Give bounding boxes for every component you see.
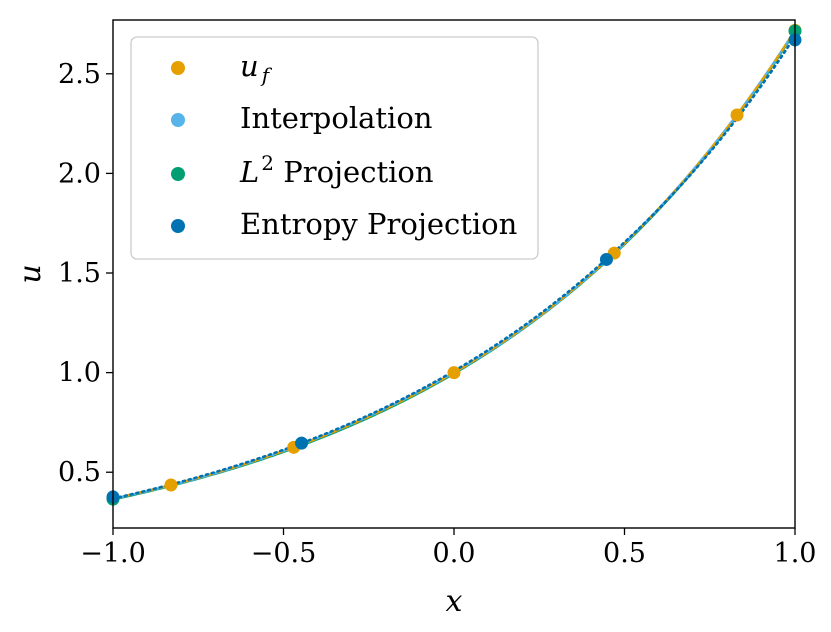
y-axis-ticks: 0.5 1.0 1.5 2.0 2.5 [58,59,113,488]
x-tick-label: −0.5 [251,538,317,569]
x-axis-ticks: −1.0 −0.5 0.0 0.5 1.0 [80,528,816,569]
legend-label-interpolation: Interpolation [240,101,432,135]
x-tick-label: 0.5 [603,538,646,569]
y-tick-label: 1.0 [58,358,101,389]
y-tick-label: 1.5 [58,258,101,289]
x-tick-label: 1.0 [774,538,817,569]
y-tick-label: 0.5 [58,457,101,488]
legend-marker-l2-projection [171,167,185,181]
x-tick-label: 0.0 [433,538,476,569]
legend-marker-uf [171,61,185,75]
data-point-u-f [164,478,178,492]
legend-marker-interpolation [171,113,185,127]
x-tick-label: −1.0 [80,538,146,569]
y-axis-label: u [13,264,48,283]
legend-box [130,36,539,260]
y-tick-label: 2.0 [58,158,101,189]
data-point-entropy-projection [295,436,309,450]
legend-label-entropy-projection: Entropy Projection [240,207,517,241]
x-axis-label: x [446,584,463,619]
data-point-entropy-projection [599,252,613,266]
y-tick-label: 2.5 [58,59,101,90]
data-point-u-f [447,366,461,380]
data-point-u-f [730,108,744,122]
legend-marker-entropy-projection [171,219,185,233]
